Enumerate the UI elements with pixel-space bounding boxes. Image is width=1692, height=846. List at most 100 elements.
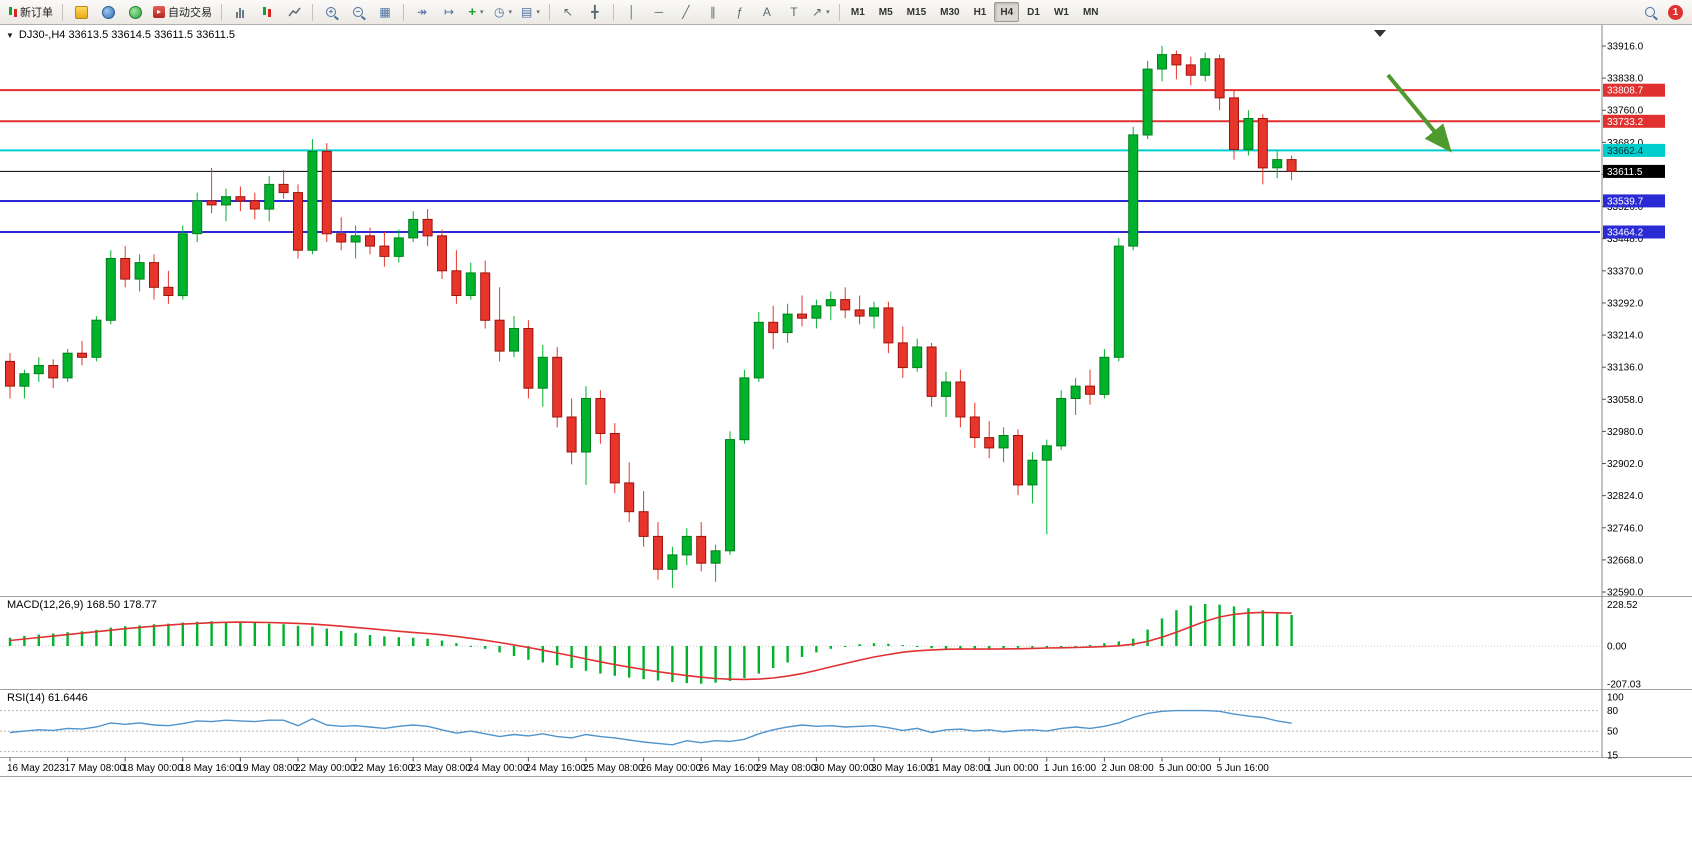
one-click-trading-toggle[interactable]: ▼ [6,30,14,40]
macd-bar [1261,610,1264,646]
autotrading-button[interactable]: ▸ 自动交易 [149,1,216,23]
rsi-label: RSI(14) 61.6446 [7,692,88,704]
crosshair-button[interactable]: ╋ [582,1,608,23]
candle [1099,356,1110,395]
chart-shift-marker[interactable] [1374,30,1386,37]
rsi-tick-label: 100 [1607,693,1624,704]
macd-bar [527,646,530,660]
candlestick-chart-button[interactable] [254,1,280,23]
macd-bar [1204,604,1207,646]
macd-bar [1276,612,1279,646]
timeframe-button-m1[interactable]: M1 [850,6,865,18]
macd-bar [858,644,861,646]
chart-shift-button[interactable]: ↦ [436,1,462,23]
timeframe-group: M1 M5 M15 M30 H1 H4 D1 W1 MN [845,2,1105,22]
candle [825,299,836,307]
hline-price-tag-label: 33611.5 [1607,167,1643,178]
search-button[interactable] [1637,1,1663,23]
macd-bar [296,625,300,646]
zoom-in-button[interactable]: + [318,1,344,23]
macd-bar [224,621,228,646]
candle [422,218,433,237]
macd-bar [556,646,559,666]
vertical-line-button[interactable]: │ [619,1,645,23]
trendline-button[interactable]: ╱ [673,1,699,23]
date-label: 18 May 00:00 [122,763,183,774]
date-label: 19 May 08:00 [237,763,298,774]
timeframe-button-w1[interactable]: W1 [1053,6,1069,18]
macd-bar [599,646,602,674]
macd-bar [757,646,760,674]
vertical-line-icon: │ [628,5,636,19]
hline-price-tag[interactable] [1603,164,1665,178]
macd-bar [700,646,703,684]
fibonacci-button[interactable]: ƒ [727,1,753,23]
hline-price-tag[interactable] [1603,225,1665,239]
chevron-down-icon: ▾ [536,9,540,16]
hline-price-tag[interactable] [1603,83,1665,97]
macd-bar [786,646,789,663]
refresh-button[interactable] [122,1,148,23]
price-tick-label: 32980.0 [1607,427,1644,438]
indicators-button[interactable]: + ▾ [463,1,489,23]
macd-signal-line [9,611,1292,681]
price-tick-label: 33526.0 [1607,202,1644,213]
zoom-out-button[interactable]: − [345,1,371,23]
timeframe-button-m30[interactable]: M30 [940,6,960,18]
macd-bar [440,640,444,646]
new-order-button[interactable]: 新订单 [5,1,57,23]
candle [494,319,505,352]
indicator-axis-labels: 228.52 0.00 -207.03 100 80 50 15 [1607,600,1641,762]
candle [1200,58,1211,76]
candle [278,183,289,194]
rsi-tick-label: 80 [1607,706,1619,717]
timeframe-button-h1[interactable]: H1 [973,6,987,18]
chevron-down-icon: ▾ [508,9,512,16]
new-chart-icon [74,5,88,19]
autotrading-label: 自动交易 [168,7,212,19]
candle [19,373,30,387]
templates-button[interactable]: ▤ ▾ [517,1,544,23]
toolbar-separator [221,3,222,21]
tile-windows-button[interactable]: ▦ [372,1,398,23]
macd-bar [1031,646,1034,648]
auto-scroll-button[interactable]: ↠ [409,1,435,23]
profiles-button[interactable] [95,1,121,23]
candle [566,416,577,453]
macd-bar [455,643,458,646]
periods-icon: ◷ [494,5,505,19]
macd-bar [887,643,890,646]
arrows-button[interactable]: ↗ ▾ [808,1,834,23]
periods-button[interactable]: ◷ ▾ [490,1,516,23]
line-chart-button[interactable] [281,1,307,23]
timeframe-button-mn[interactable]: MN [1082,6,1099,18]
candle [581,398,591,453]
cursor-button[interactable]: ↖ [555,1,581,23]
notification-badge[interactable]: 1 [1668,4,1683,20]
candle [509,328,519,352]
macd-bar [368,635,372,646]
candle [739,377,750,441]
candle [941,381,951,397]
horizontal-line-button[interactable]: ─ [646,1,672,23]
timeframe-button-d1[interactable]: D1 [1027,6,1040,18]
new-order-icon [9,6,17,18]
hline-price-tag[interactable] [1603,114,1665,128]
macd-bar [916,646,919,647]
trend-arrow-annotation[interactable] [1386,73,1452,153]
new-chart-button[interactable] [68,1,94,23]
hline-price-tag[interactable] [1603,143,1665,157]
candle [782,313,793,334]
channel-button[interactable]: ∥ [700,1,726,23]
timeframe-button-m5[interactable]: M5 [878,6,893,18]
timeframe-button-h4[interactable]: H4 [994,2,1020,22]
text-label-button[interactable]: T [781,1,807,23]
timeframe-button-m15[interactable]: M15 [906,6,927,18]
hline-price-tag-label: 33464.2 [1607,228,1644,239]
text-button[interactable]: A [754,1,780,23]
bar-chart-button[interactable] [227,1,253,23]
hline-price-tag[interactable] [1603,194,1665,208]
macd-bar [167,623,170,646]
